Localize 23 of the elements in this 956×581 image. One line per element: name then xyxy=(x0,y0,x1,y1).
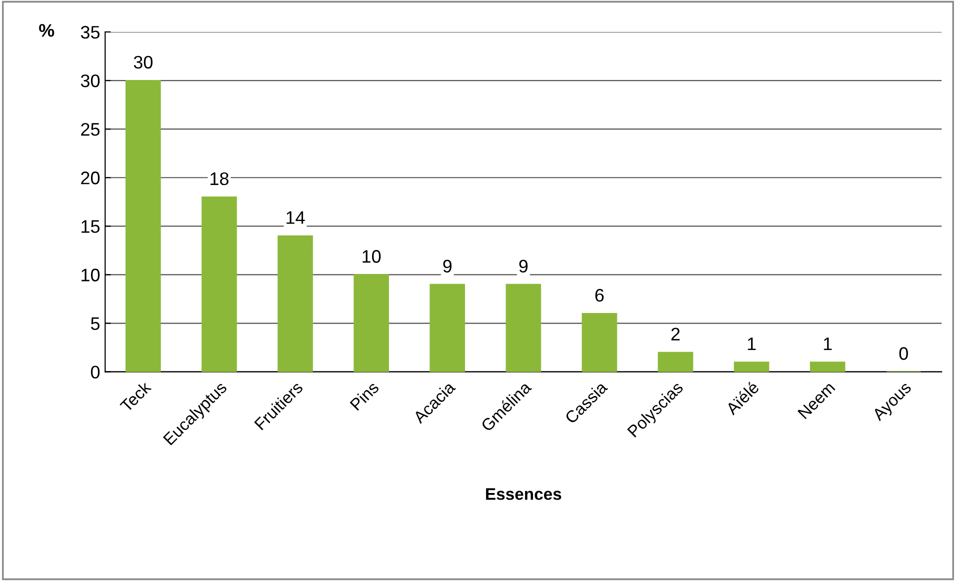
data-label: 1 xyxy=(824,338,832,350)
y-tick-label: 20 xyxy=(81,172,100,184)
data-label: 9 xyxy=(519,260,528,273)
y-tick-label: 25 xyxy=(81,123,100,136)
data-label: 6 xyxy=(595,288,604,302)
data-label: 9 xyxy=(443,260,452,273)
y-tick-label: 5 xyxy=(90,317,100,330)
data-label: 10 xyxy=(362,250,381,263)
x-tick-label: Teck xyxy=(119,380,152,413)
data-label: 18 xyxy=(210,172,228,186)
x-axis-title: Essences xyxy=(486,488,562,500)
data-label: 14 xyxy=(286,211,305,224)
y-tick-label: 35 xyxy=(80,26,100,39)
y-tick-label: 15 xyxy=(82,220,100,233)
data-label: 30 xyxy=(134,56,153,69)
data-label: 1 xyxy=(748,338,756,350)
y-tick-label: 30 xyxy=(80,74,100,88)
y-axis-title: % xyxy=(39,24,54,37)
data-label: 2 xyxy=(671,328,680,340)
y-tick-label: 0 xyxy=(90,366,100,379)
data-label: 0 xyxy=(899,347,908,360)
x-tick-label: Pins xyxy=(349,380,380,411)
y-tick-label: 10 xyxy=(82,268,100,282)
